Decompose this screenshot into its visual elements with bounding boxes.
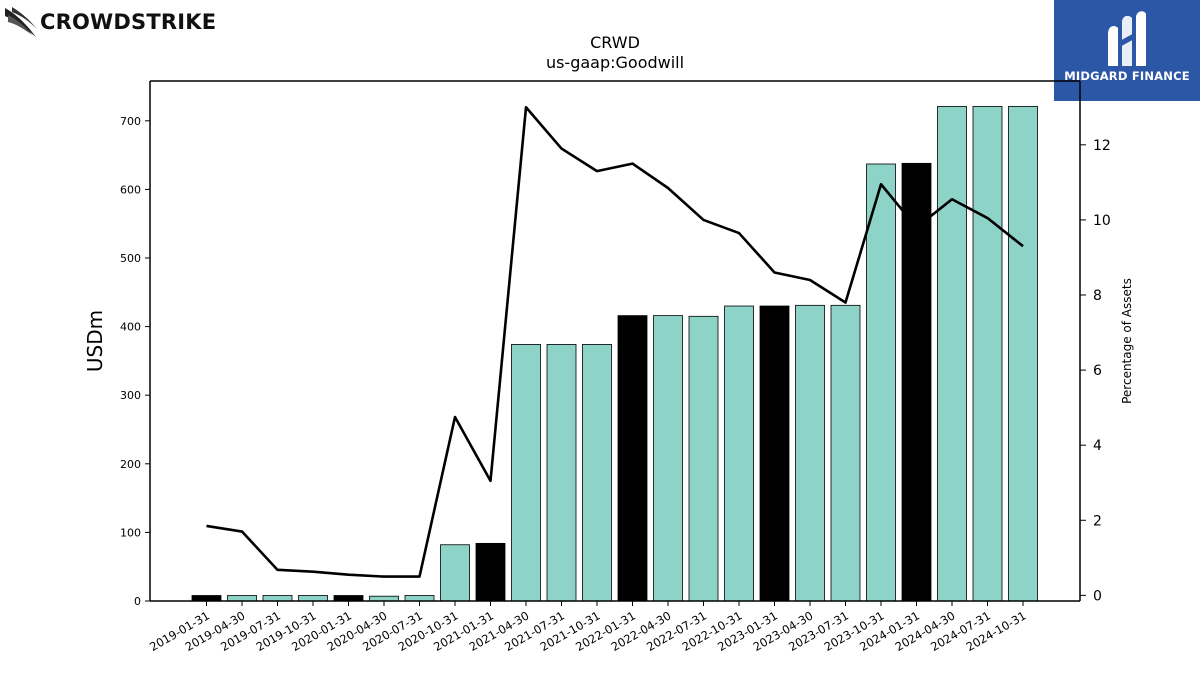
crowdstrike-wordmark: CROWDSTRIKE: [40, 10, 217, 34]
y-tick-label: 400: [120, 321, 141, 334]
bar: [511, 344, 541, 602]
bar: [830, 304, 861, 602]
bar: [688, 315, 719, 602]
y-tick-label: 0: [134, 595, 141, 608]
bar: [440, 544, 470, 602]
y2-tick-label: 2: [1093, 513, 1102, 529]
bar: [333, 595, 364, 602]
bar: [724, 305, 754, 602]
bar: [191, 595, 222, 602]
y-axis-label: USDm: [83, 310, 107, 372]
bar: [795, 304, 825, 602]
y2-axis-label: Percentage of Assets: [1120, 278, 1134, 404]
bar: [972, 105, 1003, 602]
series-line: [206, 105, 1024, 578]
bar: [866, 163, 896, 602]
bar: [617, 315, 648, 602]
y2-tick-label: 8: [1093, 288, 1102, 304]
y-tick-label: 300: [120, 389, 141, 402]
y-tick-label: 600: [120, 183, 141, 196]
bar: [759, 305, 790, 602]
y2-tick-label: 6: [1093, 363, 1102, 379]
crowdstrike-logo: CROWDSTRIKE: [4, 4, 216, 40]
bar: [298, 595, 328, 602]
midgard-finance-logo: MIDGARD FINANCE: [1054, 0, 1200, 101]
bar: [1008, 105, 1038, 602]
bar: [901, 162, 932, 602]
chart-subtitle: us-gaap:Goodwill: [546, 53, 684, 72]
bar: [227, 595, 257, 602]
y2-tick-label: 0: [1093, 588, 1102, 604]
chart-title: CRWD: [590, 33, 640, 52]
bar: [653, 315, 683, 602]
y2-tick-label: 4: [1093, 438, 1102, 454]
bar: [582, 344, 612, 602]
falcon-icon: [5, 7, 37, 37]
y2-tick-label: 10: [1093, 213, 1111, 229]
y-tick-label: 700: [120, 115, 141, 128]
bar: [404, 595, 435, 602]
midgard-finance-wordmark: MIDGARD FINANCE: [1064, 69, 1190, 83]
bar: [475, 542, 506, 602]
y-tick-label: 100: [120, 526, 141, 539]
bar: [546, 344, 577, 602]
y2-tick-label: 12: [1093, 138, 1111, 154]
bar: [262, 595, 293, 602]
midgard-m-icon: [1108, 11, 1146, 66]
y-tick-label: 200: [120, 458, 141, 471]
y-tick-label: 500: [120, 252, 141, 265]
bar: [937, 105, 967, 602]
